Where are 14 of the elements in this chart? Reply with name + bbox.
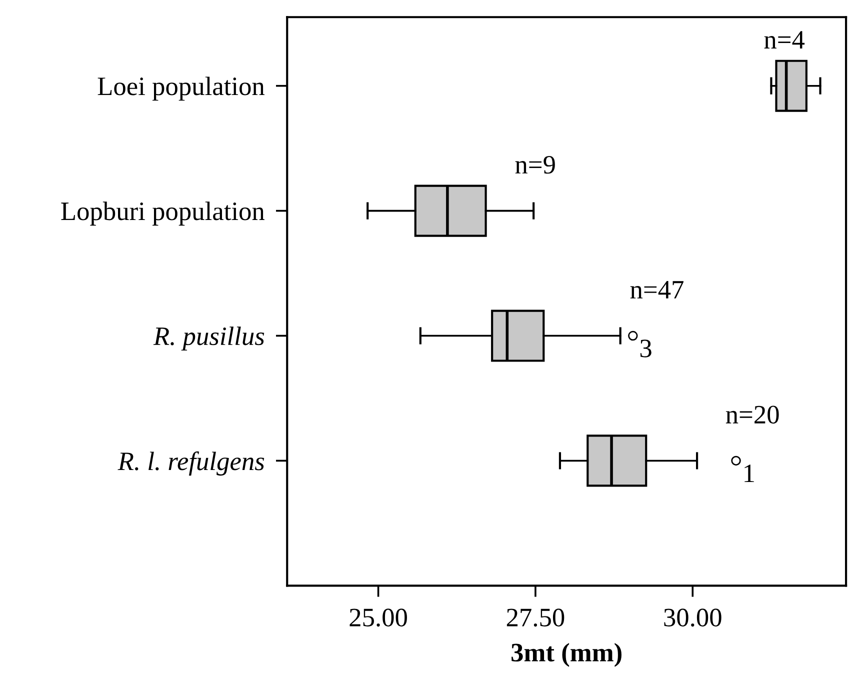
annotation: n=20: [726, 406, 779, 424]
annotation: n=47: [630, 281, 684, 298]
annotation: 1: [744, 464, 754, 482]
x-tick-label: 30.00: [664, 608, 722, 627]
y-tick-label: Loei population: [98, 76, 264, 101]
annotation: n=9: [515, 156, 555, 174]
y-tick-label: R. pusillus: [153, 326, 264, 351]
annotation: 3: [640, 340, 652, 358]
y-tick-label: Lopburi population: [61, 202, 265, 226]
annotation: n=4: [764, 31, 805, 48]
y-tick-label: R. l. refulgens: [118, 451, 264, 476]
x-axis-title: 3mt (mm): [512, 642, 622, 667]
x-tick-label: 27.50: [506, 608, 564, 627]
x-tick-label: 25.00: [350, 608, 407, 627]
